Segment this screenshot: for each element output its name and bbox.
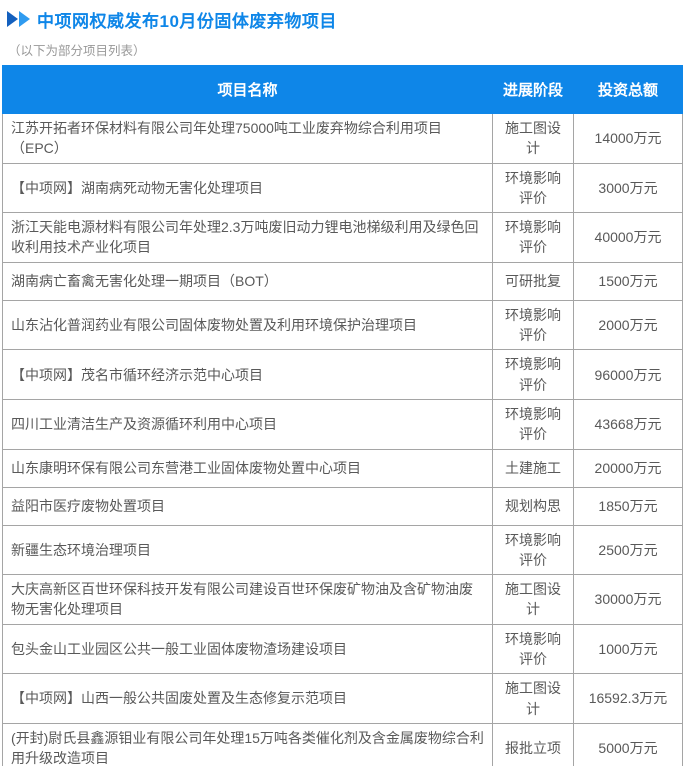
cell-project-name: 四川工业清洁生产及资源循环利用中心项目 <box>2 398 493 450</box>
cell-total-investment: 20000万元 <box>573 448 683 488</box>
cell-total-investment: 96000万元 <box>573 349 683 400</box>
cell-progress-stage: 施工图设计 <box>492 113 574 164</box>
table-row: 山东康明环保有限公司东营港工业固体废物处置中心项目 土建施工 20000万元 <box>2 448 683 488</box>
right-triangle-light-icon <box>19 11 30 27</box>
cell-project-name: 江苏开拓者环保材料有限公司年处理75000吨工业废弃物综合利用项目（EPC） <box>2 113 493 164</box>
right-triangle-dark-icon <box>7 11 18 27</box>
cell-project-name: 【中项网】茂名市循环经济示范中心项目 <box>2 349 493 400</box>
table-row: (开封)尉氏县鑫源钼业有限公司年处理15万吨各类催化剂及含金属废物综合利用升级改… <box>2 722 683 766</box>
cell-project-name: 【中项网】山西一般公共固废处置及生态修复示范项目 <box>2 673 493 724</box>
cell-progress-stage: 环境影响评价 <box>492 623 574 675</box>
cell-project-name: 【中项网】湖南病死动物无害化处理项目 <box>2 162 493 214</box>
table-row: 包头金山工业园区公共一般工业固体废物渣场建设项目 环境影响评价 1000万元 <box>2 623 683 675</box>
cell-total-investment: 30000万元 <box>573 574 683 625</box>
table-row: 大庆高新区百世环保科技开发有限公司建设百世环保废矿物油及含矿物油废物无害化处理项… <box>2 574 683 625</box>
table-row: 江苏开拓者环保材料有限公司年处理75000吨工业废弃物综合利用项目（EPC） 施工… <box>2 113 683 164</box>
projects-table: 项目名称 进展阶段 投资总额 江苏开拓者环保材料有限公司年处理75000吨工业废… <box>2 65 683 766</box>
cell-progress-stage: 环境影响评价 <box>492 162 574 214</box>
header-row: 项目名称 进展阶段 投资总额 <box>2 65 683 114</box>
column-header-total-investment: 投资总额 <box>573 65 683 114</box>
cell-total-investment: 1500万元 <box>573 261 683 301</box>
table-row: 湖南病亡畜禽无害化处理一期项目（BOT） 可研批复 1500万元 <box>2 261 683 301</box>
table-row: 山东沾化普润药业有限公司固体废物处置及利用环境保护治理项目 环境影响评价 2000万… <box>2 299 683 351</box>
cell-total-investment: 3000万元 <box>573 162 683 214</box>
cell-total-investment: 1850万元 <box>573 486 683 526</box>
cell-total-investment: 14000万元 <box>573 113 683 164</box>
page-subtitle: （以下为部分项目列表） <box>8 44 146 58</box>
cell-project-name: 新疆生态环境治理项目 <box>2 524 493 576</box>
table-row: 新疆生态环境治理项目 环境影响评价 2500万元 <box>2 524 683 576</box>
cell-project-name: 山东沾化普润药业有限公司固体废物处置及利用环境保护治理项目 <box>2 299 493 351</box>
cell-project-name: 益阳市医疗废物处置项目 <box>2 486 493 526</box>
cell-progress-stage: 报批立项 <box>492 722 574 766</box>
table-header: 项目名称 进展阶段 投资总额 <box>2 65 683 114</box>
cell-progress-stage: 环境影响评价 <box>492 524 574 576</box>
table-row: 浙江天能电源材料有限公司年处理2.3万吨废旧动力锂电池梯级利用及绿色回收利用技术… <box>2 212 683 263</box>
cell-project-name: 湖南病亡畜禽无害化处理一期项目（BOT） <box>2 261 493 301</box>
cell-progress-stage: 施工图设计 <box>492 574 574 625</box>
column-header-project-name: 项目名称 <box>2 65 493 114</box>
cell-total-investment: 2000万元 <box>573 299 683 351</box>
cell-progress-stage: 环境影响评价 <box>492 398 574 450</box>
cell-project-name: 大庆高新区百世环保科技开发有限公司建设百世环保废矿物油及含矿物油废物无害化处理项… <box>2 574 493 625</box>
cell-total-investment: 1000万元 <box>573 623 683 675</box>
cell-progress-stage: 环境影响评价 <box>492 349 574 400</box>
cell-progress-stage: 施工图设计 <box>492 673 574 724</box>
table-row: 四川工业清洁生产及资源循环利用中心项目 环境影响评价 43668万元 <box>2 398 683 450</box>
table-row: 【中项网】湖南病死动物无害化处理项目 环境影响评价 3000万元 <box>2 162 683 214</box>
cell-progress-stage: 土建施工 <box>492 448 574 488</box>
table-row: 益阳市医疗废物处置项目 规划构思 1850万元 <box>2 486 683 526</box>
cell-total-investment: 40000万元 <box>573 212 683 263</box>
cell-project-name: 浙江天能电源材料有限公司年处理2.3万吨废旧动力锂电池梯级利用及绿色回收利用技术… <box>2 212 493 263</box>
title-bar: 中项网权威发布10月份固体废弃物项目 <box>0 0 684 31</box>
table-row: 【中项网】山西一般公共固废处置及生态修复示范项目 施工图设计 16592.3万元 <box>2 673 683 724</box>
page-title: 中项网权威发布10月份固体废弃物项目 <box>37 11 337 31</box>
cell-progress-stage: 规划构思 <box>492 486 574 526</box>
cell-project-name: (开封)尉氏县鑫源钼业有限公司年处理15万吨各类催化剂及含金属废物综合利用升级改… <box>2 722 493 766</box>
cell-total-investment: 43668万元 <box>573 398 683 450</box>
fast-forward-icon <box>7 11 30 27</box>
cell-progress-stage: 环境影响评价 <box>492 212 574 263</box>
cell-project-name: 包头金山工业园区公共一般工业固体废物渣场建设项目 <box>2 623 493 675</box>
cell-total-investment: 5000万元 <box>573 722 683 766</box>
cell-progress-stage: 环境影响评价 <box>492 299 574 351</box>
cell-total-investment: 16592.3万元 <box>573 673 683 724</box>
cell-progress-stage: 可研批复 <box>492 261 574 301</box>
cell-total-investment: 2500万元 <box>573 524 683 576</box>
table-row: 【中项网】茂名市循环经济示范中心项目 环境影响评价 96000万元 <box>2 349 683 400</box>
table-body: 江苏开拓者环保材料有限公司年处理75000吨工业废弃物综合利用项目（EPC） 施工… <box>2 113 683 766</box>
cell-project-name: 山东康明环保有限公司东营港工业固体废物处置中心项目 <box>2 448 493 488</box>
column-header-progress-stage: 进展阶段 <box>492 65 574 114</box>
